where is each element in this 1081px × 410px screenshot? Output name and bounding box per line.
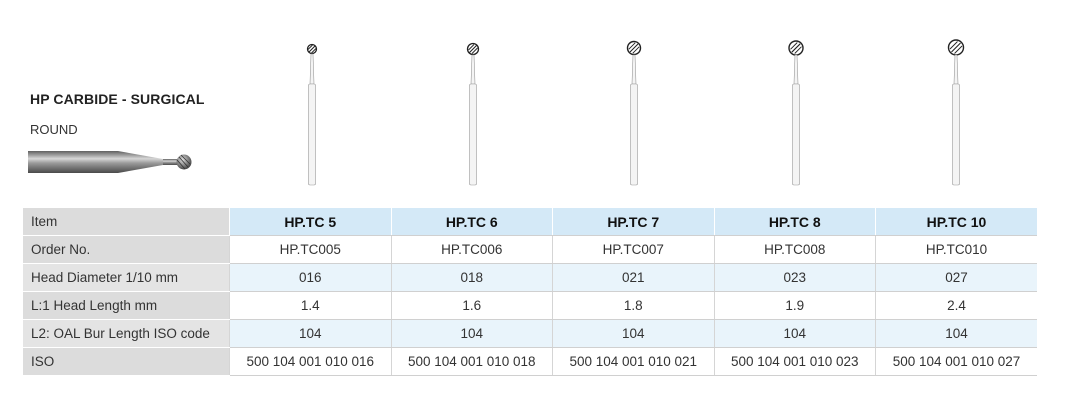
table-cell: 104 <box>552 319 714 348</box>
column-header: HP.TC 6 <box>390 208 553 236</box>
table-cell: HP.TC005 <box>229 235 391 264</box>
bur-drawing-hp-tc-5 <box>306 43 318 186</box>
table-row-iso: ISO 500 104 001 010 016 500 104 001 010 … <box>23 347 1037 376</box>
column-header: HP.TC 5 <box>229 208 391 236</box>
table-cell: HP.TC007 <box>552 235 714 264</box>
round-bur-photo <box>28 151 192 173</box>
table-row-oal-length: L2: OAL Bur Length ISO code 104 104 104 … <box>23 319 1037 348</box>
table-row-head-length: L:1 Head Length mm 1.4 1.6 1.8 1.9 2.4 <box>23 291 1037 320</box>
bur-drawing-hp-tc-10 <box>947 39 965 186</box>
column-header: HP.TC 7 <box>552 208 714 236</box>
table-cell: 104 <box>875 319 1037 348</box>
product-title: HP CARBIDE - SURGICAL <box>30 91 205 107</box>
table-cell: HP.TC006 <box>390 235 553 264</box>
table-header-label: Item <box>23 208 230 236</box>
bur-drawing-hp-tc-8 <box>788 40 804 186</box>
table-cell: 104 <box>713 319 876 348</box>
table-cell: 023 <box>713 263 876 292</box>
table-cell: 1.4 <box>229 291 391 320</box>
table-cell: 500 104 001 010 018 <box>390 347 553 376</box>
row-label: Head Diameter 1/10 mm <box>23 263 230 292</box>
column-header: HP.TC 8 <box>713 208 876 236</box>
table-cell: 500 104 001 010 027 <box>875 347 1037 376</box>
column-header: HP.TC 10 <box>875 208 1037 236</box>
table-cell: 500 104 001 010 016 <box>229 347 391 376</box>
table-row-head-diameter: Head Diameter 1/10 mm 016 018 021 023 02… <box>23 263 1037 292</box>
table-cell: 1.6 <box>390 291 553 320</box>
table-cell: 016 <box>229 263 391 292</box>
table-cell: 1.8 <box>552 291 714 320</box>
row-label: Order No. <box>23 235 230 264</box>
table-cell: 104 <box>229 319 391 348</box>
table-cell: HP.TC008 <box>713 235 876 264</box>
spec-table: Item HP.TC 5 HP.TC 6 HP.TC 7 HP.TC 8 HP.… <box>23 208 1037 376</box>
bur-drawing-hp-tc-7 <box>626 40 642 186</box>
table-cell: 1.9 <box>713 291 876 320</box>
table-cell: 104 <box>390 319 553 348</box>
table-cell: 027 <box>875 263 1037 292</box>
table-header-row: Item HP.TC 5 HP.TC 6 HP.TC 7 HP.TC 8 HP.… <box>23 208 1037 236</box>
table-cell: 2.4 <box>875 291 1037 320</box>
table-cell: 021 <box>552 263 714 292</box>
table-cell: 018 <box>390 263 553 292</box>
bur-drawing-hp-tc-6 <box>466 42 480 186</box>
table-cell: 500 104 001 010 023 <box>713 347 876 376</box>
table-cell: HP.TC010 <box>875 235 1037 264</box>
table-cell: 500 104 001 010 021 <box>552 347 714 376</box>
product-subtitle: ROUND <box>30 122 78 137</box>
row-label: L:1 Head Length mm <box>23 291 230 320</box>
row-label: ISO <box>23 347 230 376</box>
table-row-order-no: Order No. HP.TC005 HP.TC006 HP.TC007 HP.… <box>23 235 1037 264</box>
row-label: L2: OAL Bur Length ISO code <box>23 319 230 348</box>
